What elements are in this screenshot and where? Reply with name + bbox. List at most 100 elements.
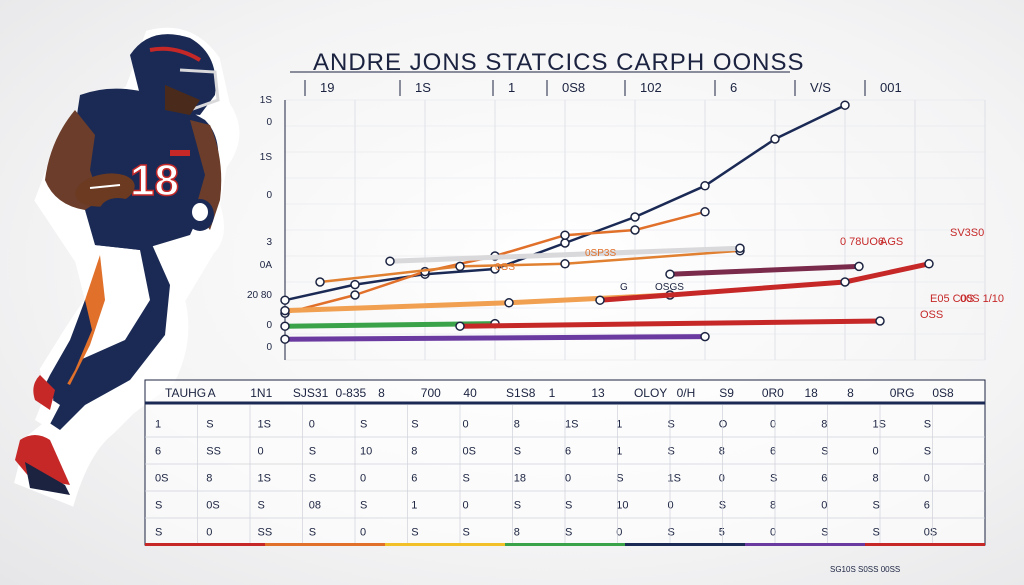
data-point [560,230,570,240]
table-cell: S [873,527,880,539]
footer-color-segment [625,543,745,546]
table-cell: 10 [360,446,372,458]
table-cell: S [309,527,316,539]
footer-text: SG10S S0SS 00SS [830,565,900,574]
data-point [350,290,360,300]
chart-annotation: SV3S0 [950,227,984,239]
table-cell: 0 [360,473,366,485]
table-cell: S [924,419,931,431]
data-point [280,334,290,344]
table-cell: SS [258,527,273,539]
data-point [840,100,850,110]
data-point [854,261,864,272]
series-line [667,263,862,277]
table-cell: 0 [924,473,930,485]
table-header-cell: 700 [421,386,441,400]
y-tick-label: 0 [266,190,272,201]
table-cell: S [565,527,572,539]
table-header-cell: 18 [804,386,818,400]
data-point [875,316,885,326]
table-cell: 6 [155,446,161,458]
data-table: TAUHG A 1N1 SJS31 0-835 8 700 40 S1S8 1 13 OLOY 0/H S… [144,379,986,546]
table-cell: S [616,473,623,485]
data-point [665,269,675,279]
series-line [282,334,708,342]
data-point [840,277,850,287]
table-cell: S [770,473,777,485]
svg-text:18: 18 [130,156,179,205]
table-cell: S [309,446,316,458]
data-point [385,256,395,266]
table-cell: S [463,473,470,485]
table-cell: S [258,500,265,512]
chart-annotation: 0SP3S [585,248,616,259]
table-cell: 8 [719,446,725,458]
table-cell: 0 [309,419,315,431]
table-cell: 1S [668,473,681,485]
table-cell: 1 [155,419,161,431]
header-label: 1S [415,80,431,95]
chart-annotation: G [620,282,628,293]
table-cell: S [514,446,521,458]
data-point [630,225,640,235]
table-header-cell: 13 [591,386,605,400]
data-point [630,212,640,222]
footer-strip: SG10S S0SS 00SS [145,543,985,574]
table-cell: 10 [616,500,628,512]
table-cell: 0S [463,446,476,458]
table-cell: 1S [258,473,271,485]
table-header-cell: S9 [719,386,734,400]
y-tick-label: 0 [266,117,272,128]
data-point [700,207,710,217]
table-cell: 1S [565,419,578,431]
header-label: 1 [508,80,515,95]
series-line [457,318,883,329]
table-cell: 8 [873,473,879,485]
table-header-cell: 0R0 [762,386,784,400]
table-header-cell: OLOY [634,386,667,400]
data-point [700,331,710,342]
table-cell: 0 [463,419,469,431]
table-cell: 8 [821,419,827,431]
table-cell: 0 [821,500,827,512]
table-cell: 1 [411,500,417,512]
table-cell: 1 [616,419,622,431]
table-header-cell: 0-835 [336,386,367,400]
football-player-illustration: 18 [14,27,240,507]
y-tick-label: 1S [260,95,273,106]
table-cell: 6 [770,446,776,458]
table-cell: 0S [155,473,168,485]
table-cell: 1S [873,419,886,431]
table-cell: 5 [719,527,725,539]
table-cell: S [411,527,418,539]
table-cell: 8 [514,527,520,539]
table-cell: S [668,527,675,539]
table-header-cell: S1S8 [506,386,536,400]
table-cell: S [821,527,828,539]
table-cell: 8 [206,473,212,485]
data-point [560,259,570,269]
chart-annotation: 0GS [495,262,515,273]
y-tick-label: 0A [260,260,273,271]
chart-annotation: 00S 1/10 [960,293,1004,305]
table-cell: 0 [873,446,879,458]
table-cell: S [873,500,880,512]
table-cell: 6 [924,500,930,512]
table-cell: 8 [770,500,776,512]
table-header-cell: 8 [847,386,854,400]
table-cell: 0 [770,419,776,431]
data-point [560,238,570,248]
footer-color-segment [745,543,865,546]
table-cell: 8 [411,446,417,458]
footer-color-segment [385,543,505,546]
data-point [700,181,710,191]
table-cell: 0S [206,500,219,512]
table-cell: 0 [565,473,571,485]
chart-annotation: AGS [880,236,903,248]
table-cell: 8 [514,419,520,431]
table-header-cell: 0/H [677,386,696,400]
table-cell: SS [206,446,221,458]
footer-color-segment [865,543,985,546]
table-header-cell: 1 [549,386,556,400]
footer-color-segment [505,543,625,546]
